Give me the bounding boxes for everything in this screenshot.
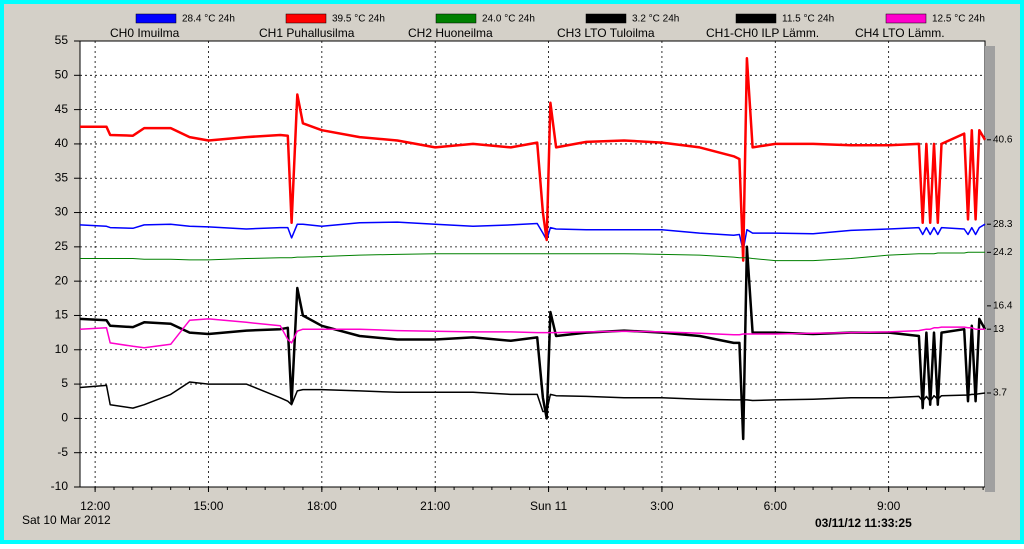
legend-swatch (585, 13, 627, 24)
legend-swatch (735, 13, 777, 24)
y-tick-label: 25 (55, 239, 69, 253)
legend-name: CH1-CH0 ILP Lämm. (706, 26, 819, 40)
series-line (80, 56, 987, 262)
legend-stat: 12.5 °C 24h (932, 14, 985, 25)
end-label: 24.2 (993, 247, 1013, 258)
x-tick-label: 12:00 (80, 499, 110, 513)
legend-swatch (135, 13, 177, 24)
y-tick-label: 10 (55, 342, 69, 356)
y-tick-label: 55 (55, 33, 69, 47)
end-label: 16.4 (993, 300, 1013, 311)
legend-name: CH3 LTO Tuloilma (557, 26, 655, 40)
legend-stat: 11.5 °C 24h (782, 14, 834, 25)
plot-shadow (985, 46, 995, 492)
y-tick-label: 0 (61, 411, 68, 425)
series-line (79, 221, 986, 252)
y-tick-label: 15 (55, 308, 69, 322)
y-tick-label: 50 (55, 67, 69, 81)
legend-stat: 24.0 °C 24h (482, 14, 535, 25)
series-line (80, 251, 985, 262)
series-line (79, 381, 986, 413)
x-tick-label: 18:00 (307, 499, 337, 513)
legend-name: CH2 Huoneilma (408, 26, 493, 40)
legend-swatch (885, 13, 927, 24)
date-label: Sat 10 Mar 2012 (22, 513, 111, 527)
y-tick-label: 40 (55, 136, 69, 150)
plot-area (79, 40, 986, 488)
y-tick-label: -10 (51, 479, 69, 493)
y-tick-label: 20 (55, 273, 69, 287)
legend-swatch (285, 13, 327, 24)
y-tick-label: 5 (61, 376, 68, 390)
x-tick-label: 9:00 (877, 499, 901, 513)
legend-name: CH1 Puhallusilma (259, 26, 355, 40)
end-label: 3.7 (993, 388, 1007, 399)
timestamp: 03/11/12 11:33:25 (815, 516, 912, 530)
x-tick-label: 15:00 (193, 499, 223, 513)
end-label: 28.3 (993, 219, 1013, 230)
x-tick-label: 6:00 (764, 499, 788, 513)
series-line (79, 318, 985, 349)
legend-stat: 28.4 °C 24h (182, 14, 235, 25)
legend-stat: 39.5 °C 24h (332, 14, 385, 25)
x-tick-label: Sun 11 (530, 499, 567, 513)
legend-name: CH4 LTO Lämm. (855, 26, 945, 40)
legend-stat: 3.2 °C 24h (632, 14, 679, 25)
y-tick-label: -5 (57, 445, 68, 459)
end-label: 40.6 (993, 134, 1013, 145)
end-label: 13 (993, 324, 1005, 335)
x-tick-label: 21:00 (420, 499, 450, 513)
legend-name: CH0 Imuilma (110, 26, 180, 40)
y-tick-label: 30 (55, 205, 69, 219)
y-tick-label: 45 (55, 102, 69, 116)
legend-swatch (435, 13, 477, 24)
y-tick-label: 35 (55, 170, 69, 184)
x-tick-label: 3:00 (650, 499, 674, 513)
